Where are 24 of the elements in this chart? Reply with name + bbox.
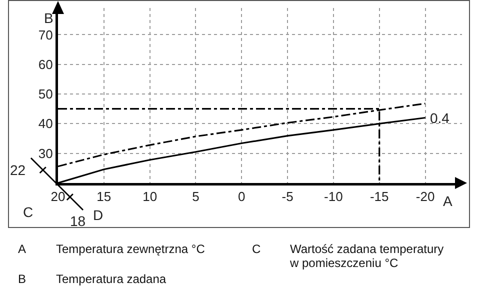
x-tick-label: -20 [416, 189, 435, 204]
x-tick-label: 20 [50, 189, 66, 204]
text: A Temperatura zewnętrzna °C [18, 242, 205, 256]
x-tick-label: -15 [370, 189, 389, 204]
text: 18 [70, 213, 86, 229]
text: C [23, 204, 34, 220]
y-tick-label: 50 [38, 86, 53, 102]
text: C Wartość zadana temperatury w pomieszczeniu °C [252, 242, 444, 270]
x-tick-label: -10 [324, 189, 343, 204]
series-label: 0.4 [430, 110, 450, 126]
y-tick-label: 30 [38, 146, 53, 161]
x-tick-label: 10 [142, 189, 158, 204]
y-tick-label: 70 [38, 27, 53, 42]
text: D [93, 207, 104, 223]
x-tick-label: 0 [238, 189, 246, 204]
y-tick-label: 40 [38, 116, 53, 132]
x-tick-label: 5 [192, 189, 200, 204]
x-axis-title: A [443, 193, 453, 209]
text: 22 [10, 162, 26, 178]
y-tick-label: 60 [38, 56, 53, 72]
x-tick-label: 15 [96, 189, 112, 204]
x-tick-label: -5 [282, 189, 294, 204]
y-axis-title: B [44, 10, 54, 26]
text: B Temperatura zadana [18, 272, 166, 286]
